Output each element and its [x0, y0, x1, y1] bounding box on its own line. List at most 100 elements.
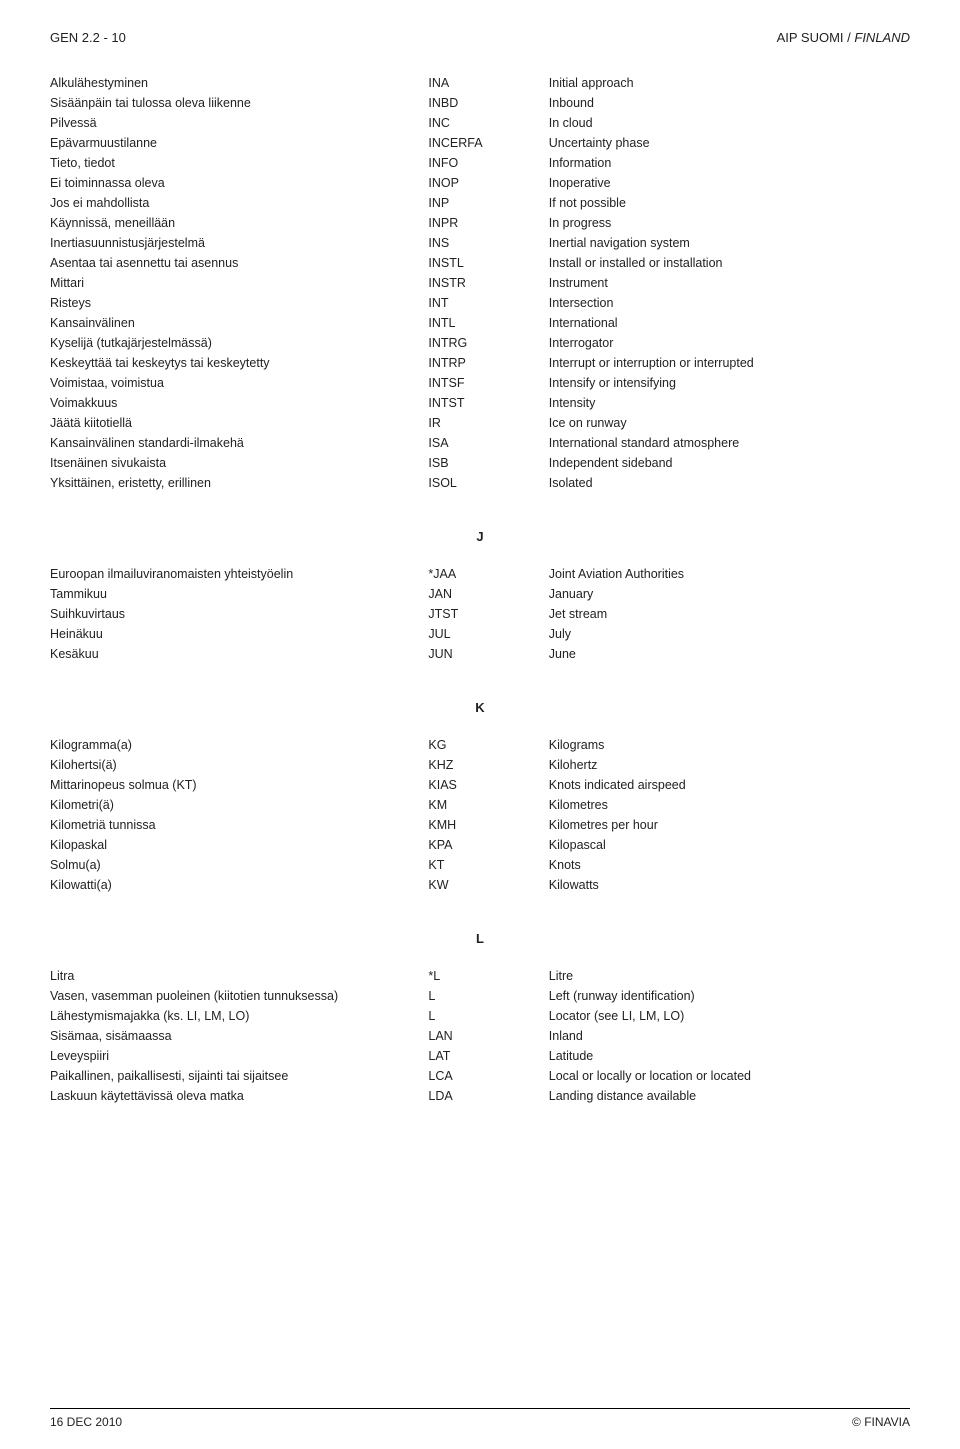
term-finnish: Kesäkuu [50, 644, 428, 664]
term-code: KW [428, 875, 548, 895]
term-english: Joint Aviation Authorities [549, 564, 910, 584]
term-code: INTRP [428, 353, 548, 373]
term-code: KM [428, 795, 548, 815]
term-english: In progress [549, 213, 910, 233]
table-row: Käynnissä, meneilläänINPRIn progress [50, 213, 910, 233]
table-row: KilopaskalKPAKilopascal [50, 835, 910, 855]
term-finnish: Kilometri(ä) [50, 795, 428, 815]
page: GEN 2.2 - 10 AIP SUOMI / FINLAND Alkuläh… [0, 0, 960, 1449]
term-code: KMH [428, 815, 548, 835]
term-english: In cloud [549, 113, 910, 133]
term-english: Interrogator [549, 333, 910, 353]
term-code: INFO [428, 153, 548, 173]
term-english: Intensify or intensifying [549, 373, 910, 393]
table-row: LeveyspiiriLATLatitude [50, 1046, 910, 1066]
term-finnish: Epävarmuustilanne [50, 133, 428, 153]
table-row: Lähestymismajakka (ks. LI, LM, LO)LLocat… [50, 1006, 910, 1026]
term-finnish: Voimistaa, voimistua [50, 373, 428, 393]
table-row: Euroopan ilmailuviranomaisten yhteistyöe… [50, 564, 910, 584]
term-english: Kilometres [549, 795, 910, 815]
term-english: Knots indicated airspeed [549, 775, 910, 795]
abbrev-table: Euroopan ilmailuviranomaisten yhteistyöe… [50, 564, 910, 664]
term-finnish: Laskuun käytettävissä oleva matka [50, 1086, 428, 1106]
term-code: ISB [428, 453, 548, 473]
section-letter: L [50, 931, 910, 946]
term-finnish: Kilometriä tunnissa [50, 815, 428, 835]
table-row: KansainvälinenINTLInternational [50, 313, 910, 333]
table-row: TammikuuJANJanuary [50, 584, 910, 604]
term-code: INTRG [428, 333, 548, 353]
page-header: GEN 2.2 - 10 AIP SUOMI / FINLAND [50, 30, 910, 45]
term-code: INPR [428, 213, 548, 233]
term-english: Intensity [549, 393, 910, 413]
term-english: June [549, 644, 910, 664]
term-english: Ice on runway [549, 413, 910, 433]
term-finnish: Itsenäinen sivukaista [50, 453, 428, 473]
term-code: INOP [428, 173, 548, 193]
term-english: Kilopascal [549, 835, 910, 855]
term-english: International [549, 313, 910, 333]
term-finnish: Alkulähestyminen [50, 73, 428, 93]
term-finnish: Kilohertsi(ä) [50, 755, 428, 775]
term-code: INSTR [428, 273, 548, 293]
table-row: AlkulähestyminenINAInitial approach [50, 73, 910, 93]
term-english: Inbound [549, 93, 910, 113]
term-english: Initial approach [549, 73, 910, 93]
term-code: INBD [428, 93, 548, 113]
term-finnish: Käynnissä, meneillään [50, 213, 428, 233]
table-row: KesäkuuJUNJune [50, 644, 910, 664]
term-code: KPA [428, 835, 548, 855]
term-code: IR [428, 413, 548, 433]
term-code: *JAA [428, 564, 548, 584]
term-code: *L [428, 966, 548, 986]
table-row: Kansainvälinen standardi-ilmakehäISAInte… [50, 433, 910, 453]
term-finnish: Lähestymismajakka (ks. LI, LM, LO) [50, 1006, 428, 1026]
term-code: JTST [428, 604, 548, 624]
term-code: ISA [428, 433, 548, 453]
term-english: Interrupt or interruption or interrupted [549, 353, 910, 373]
term-english: Landing distance available [549, 1086, 910, 1106]
term-english: Intersection [549, 293, 910, 313]
table-row: Solmu(a)KTKnots [50, 855, 910, 875]
term-english: Information [549, 153, 910, 173]
page-footer: 16 DEC 2010 © FINAVIA [50, 1408, 910, 1429]
table-row: VoimakkuusINTSTIntensity [50, 393, 910, 413]
term-code: INT [428, 293, 548, 313]
term-english: If not possible [549, 193, 910, 213]
term-finnish: Mittarinopeus solmua (KT) [50, 775, 428, 795]
term-finnish: Voimakkuus [50, 393, 428, 413]
term-code: L [428, 986, 548, 1006]
term-english: Install or installed or installation [549, 253, 910, 273]
table-row: Kilometri(ä)KMKilometres [50, 795, 910, 815]
term-finnish: Kilowatti(a) [50, 875, 428, 895]
table-row: RisteysINTIntersection [50, 293, 910, 313]
term-english: Kilowatts [549, 875, 910, 895]
term-english: Litre [549, 966, 910, 986]
term-english: Uncertainty phase [549, 133, 910, 153]
term-finnish: Vasen, vasemman puoleinen (kiitotien tun… [50, 986, 428, 1006]
term-code: KG [428, 735, 548, 755]
term-english: Independent sideband [549, 453, 910, 473]
header-right: AIP SUOMI / FINLAND [777, 30, 910, 45]
term-finnish: Inertiasuunnistusjärjestelmä [50, 233, 428, 253]
term-english: Left (runway identification) [549, 986, 910, 1006]
term-code: INA [428, 73, 548, 93]
term-finnish: Jos ei mahdollista [50, 193, 428, 213]
term-finnish: Paikallinen, paikallisesti, sijainti tai… [50, 1066, 428, 1086]
term-english: Isolated [549, 473, 910, 493]
footer-right: © FINAVIA [852, 1415, 910, 1429]
term-finnish: Tammikuu [50, 584, 428, 604]
table-row: PilvessäINCIn cloud [50, 113, 910, 133]
term-code: INSTL [428, 253, 548, 273]
term-english: January [549, 584, 910, 604]
term-finnish: Leveyspiiri [50, 1046, 428, 1066]
term-code: KHZ [428, 755, 548, 775]
term-code: KIAS [428, 775, 548, 795]
term-code: ISOL [428, 473, 548, 493]
table-row: Kilometriä tunnissaKMHKilometres per hou… [50, 815, 910, 835]
term-english: Kilohertz [549, 755, 910, 775]
term-code: INC [428, 113, 548, 133]
header-right-prefix: AIP SUOMI / [777, 30, 855, 45]
section-letter: J [50, 529, 910, 544]
term-finnish: Suihkuvirtaus [50, 604, 428, 624]
